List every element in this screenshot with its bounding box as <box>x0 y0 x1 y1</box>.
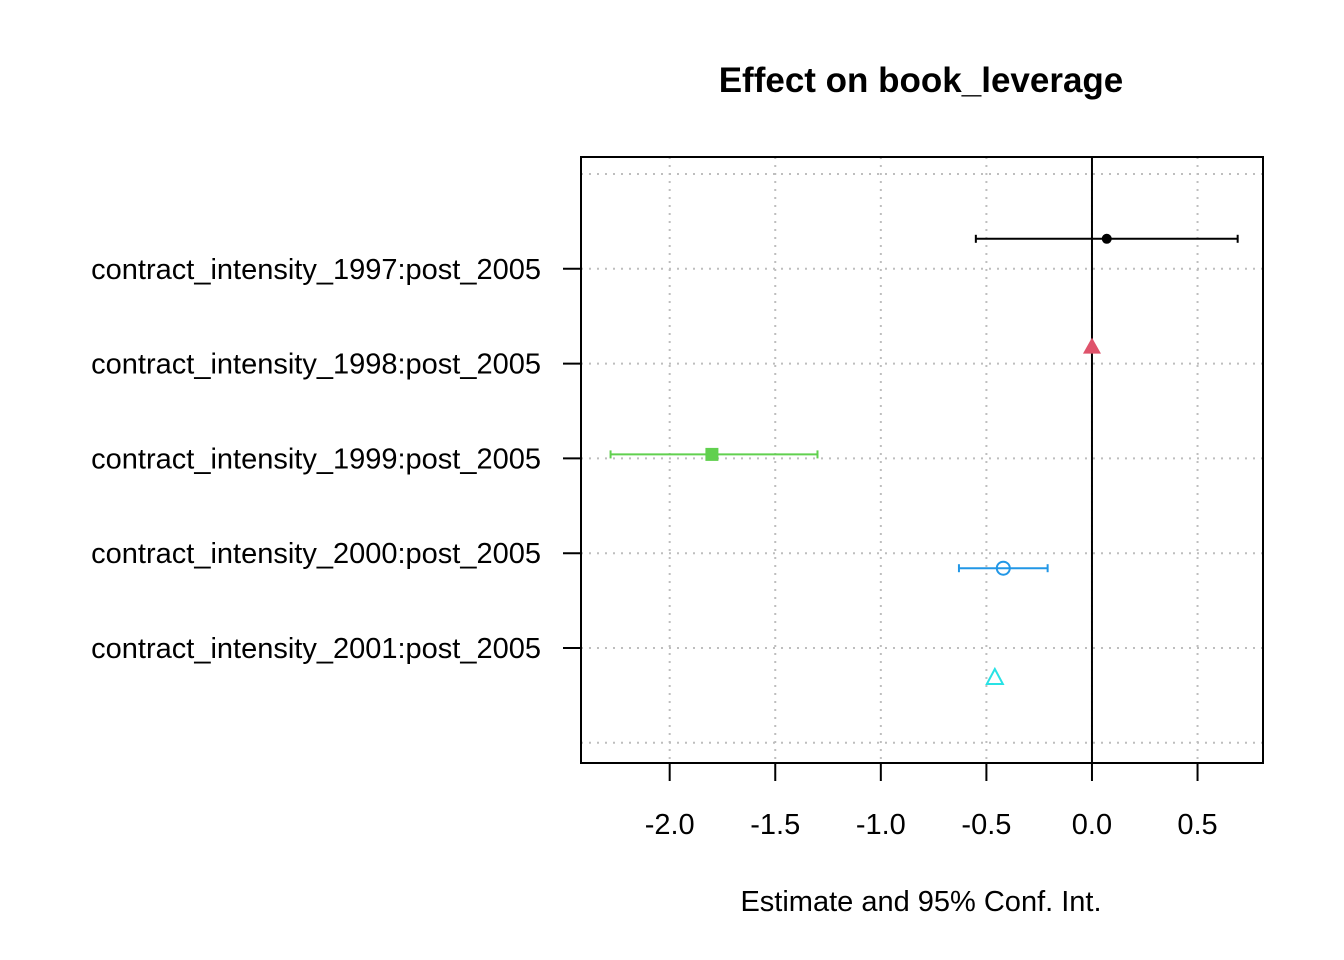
x-tick-label: -2.0 <box>645 809 695 841</box>
plot-frame <box>580 156 1264 764</box>
x-tick-label: -1.5 <box>750 809 800 841</box>
y-tick-label: contract_intensity_1997:post_2005 <box>91 254 541 286</box>
x-tick-label: -1.0 <box>856 809 906 841</box>
y-tick-label: contract_intensity_2000:post_2005 <box>91 538 541 570</box>
estimate-points <box>705 233 1112 685</box>
x-tick-label: 0.5 <box>1177 809 1217 841</box>
grid-lines <box>581 157 1263 763</box>
y-tick-label: contract_intensity_1999:post_2005 <box>91 443 541 475</box>
x-tick-label: -0.5 <box>961 809 1011 841</box>
x-axis-label: Estimate and 95% Conf. Int. <box>740 886 1101 918</box>
y-tick-label: contract_intensity_2001:post_2005 <box>91 633 541 665</box>
point-estimate <box>1101 233 1112 244</box>
point-estimate <box>1082 337 1101 354</box>
x-axis: -2.0 -1.5 -1.0 -0.5 0.0 0.5 <box>645 763 1218 841</box>
point-estimate <box>995 560 1011 576</box>
y-axis: contract_intensity_1997:post_2005contrac… <box>91 254 581 665</box>
x-tick-label: 0.0 <box>1072 809 1112 841</box>
point-estimate <box>985 666 1005 685</box>
chart-title: Effect on book_leverage <box>719 61 1124 100</box>
point-estimate <box>705 447 719 461</box>
y-tick-label: contract_intensity_1998:post_2005 <box>91 349 541 381</box>
confidence-intervals <box>609 234 1239 573</box>
